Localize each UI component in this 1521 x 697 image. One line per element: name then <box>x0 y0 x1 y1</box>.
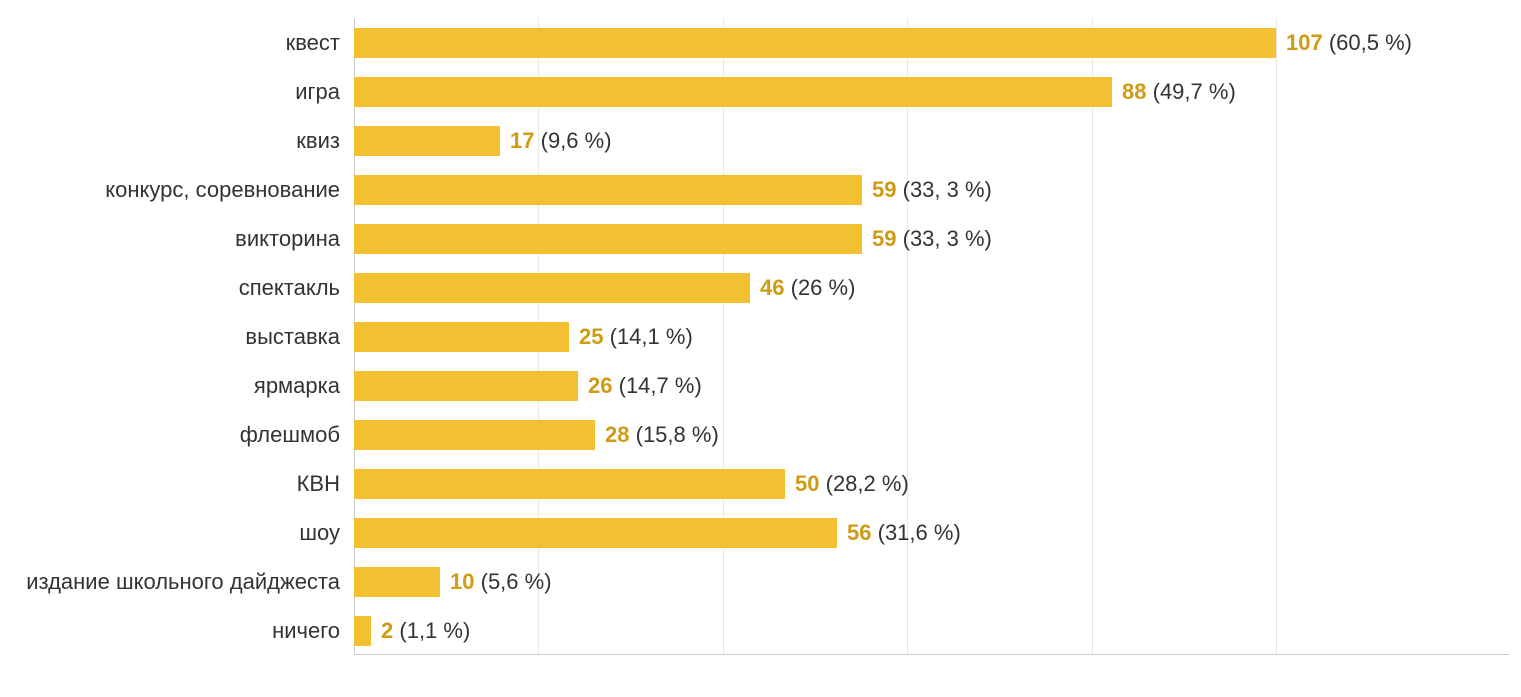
value-percent: 28,2 % <box>833 471 902 496</box>
chart-row: ярмарка 26 (14,7 %) <box>0 361 1521 410</box>
category-label: ярмарка <box>0 361 354 410</box>
bar <box>354 175 862 205</box>
bar <box>354 371 578 401</box>
chart-row: ничего 2 (1,1 %) <box>0 606 1521 655</box>
bar <box>354 28 1276 58</box>
chart-row: выставка 25 (14,1 %) <box>0 312 1521 361</box>
value-label: 46 (26 %) <box>760 275 855 301</box>
plot-cell: 26 (14,7 %) <box>354 361 1509 410</box>
category-label: ничего <box>0 606 354 655</box>
value-count: 46 <box>760 275 784 300</box>
plot-cell: 17 (9,6 %) <box>354 116 1509 165</box>
value-count: 28 <box>605 422 629 447</box>
chart-row: издание школьного дайджеста 10 (5,6 %) <box>0 557 1521 606</box>
chart-row: спектакль 46 (26 %) <box>0 263 1521 312</box>
value-count: 107 <box>1286 30 1323 55</box>
chart-row: флешмоб 28 (15,8 %) <box>0 410 1521 459</box>
chart-row: квест 107 (60,5 %) <box>0 18 1521 67</box>
chart-row: конкурс, соревнование 59 (33, 3 %) <box>0 165 1521 214</box>
value-label: 26 (14,7 %) <box>588 373 702 399</box>
plot-cell: 2 (1,1 %) <box>354 606 1509 655</box>
value-percent: 14,7 % <box>626 373 695 398</box>
bar <box>354 567 440 597</box>
plot-cell: 50 (28,2 %) <box>354 459 1509 508</box>
category-label: квиз <box>0 116 354 165</box>
value-label: 2 (1,1 %) <box>381 618 470 644</box>
plot-cell: 28 (15,8 %) <box>354 410 1509 459</box>
value-label: 56 (31,6 %) <box>847 520 961 546</box>
bar <box>354 420 595 450</box>
value-count: 25 <box>579 324 603 349</box>
bar <box>354 273 750 303</box>
plot-cell: 59 (33, 3 %) <box>354 214 1509 263</box>
value-count: 10 <box>450 569 474 594</box>
plot-cell: 46 (26 %) <box>354 263 1509 312</box>
value-percent: 33, 3 % <box>910 226 985 251</box>
bar <box>354 126 500 156</box>
horizontal-bar-chart: квест 107 (60,5 %) игра 88 (49,7 %) квиз 17 (… <box>0 0 1521 697</box>
value-label: 59 (33, 3 %) <box>872 177 992 203</box>
value-percent: 49,7 % <box>1160 79 1229 104</box>
plot-cell: 107 (60,5 %) <box>354 18 1509 67</box>
plot-cell: 56 (31,6 %) <box>354 508 1509 557</box>
bar <box>354 224 862 254</box>
bar <box>354 469 785 499</box>
value-percent: 14,1 % <box>617 324 686 349</box>
plot-cell: 88 (49,7 %) <box>354 67 1509 116</box>
value-label: 88 (49,7 %) <box>1122 79 1236 105</box>
chart-row: шоу 56 (31,6 %) <box>0 508 1521 557</box>
value-label: 50 (28,2 %) <box>795 471 909 497</box>
plot-cell: 25 (14,1 %) <box>354 312 1509 361</box>
value-label: 10 (5,6 %) <box>450 569 552 595</box>
value-percent: 1,1 % <box>407 618 463 643</box>
bar <box>354 616 371 646</box>
bar <box>354 77 1112 107</box>
value-label: 59 (33, 3 %) <box>872 226 992 252</box>
value-label: 107 (60,5 %) <box>1286 30 1412 56</box>
category-label: КВН <box>0 459 354 508</box>
chart-row: квиз 17 (9,6 %) <box>0 116 1521 165</box>
category-label: игра <box>0 67 354 116</box>
plot-cell: 10 (5,6 %) <box>354 557 1509 606</box>
plot-cell: 59 (33, 3 %) <box>354 165 1509 214</box>
value-count: 88 <box>1122 79 1146 104</box>
value-label: 17 (9,6 %) <box>510 128 612 154</box>
value-count: 56 <box>847 520 871 545</box>
value-count: 17 <box>510 128 534 153</box>
chart-row: викторина 59 (33, 3 %) <box>0 214 1521 263</box>
value-count: 2 <box>381 618 393 643</box>
category-label: квест <box>0 18 354 67</box>
category-label: флешмоб <box>0 410 354 459</box>
category-label: конкурс, соревнование <box>0 165 354 214</box>
value-percent: 15,8 % <box>643 422 712 447</box>
chart-row: игра 88 (49,7 %) <box>0 67 1521 116</box>
category-label: шоу <box>0 508 354 557</box>
category-label: викторина <box>0 214 354 263</box>
category-label: спектакль <box>0 263 354 312</box>
value-count: 26 <box>588 373 612 398</box>
chart-row: КВН 50 (28,2 %) <box>0 459 1521 508</box>
value-percent: 26 % <box>798 275 848 300</box>
value-percent: 31,6 % <box>885 520 954 545</box>
bar <box>354 518 837 548</box>
value-count: 59 <box>872 177 896 202</box>
value-percent: 5,6 % <box>488 569 544 594</box>
value-percent: 9,6 % <box>548 128 604 153</box>
category-label: издание школьного дайджеста <box>0 557 354 606</box>
value-percent: 60,5 % <box>1336 30 1405 55</box>
value-count: 59 <box>872 226 896 251</box>
value-label: 25 (14,1 %) <box>579 324 693 350</box>
value-percent: 33, 3 % <box>910 177 985 202</box>
value-label: 28 (15,8 %) <box>605 422 719 448</box>
category-label: выставка <box>0 312 354 361</box>
bar <box>354 322 569 352</box>
value-count: 50 <box>795 471 819 496</box>
